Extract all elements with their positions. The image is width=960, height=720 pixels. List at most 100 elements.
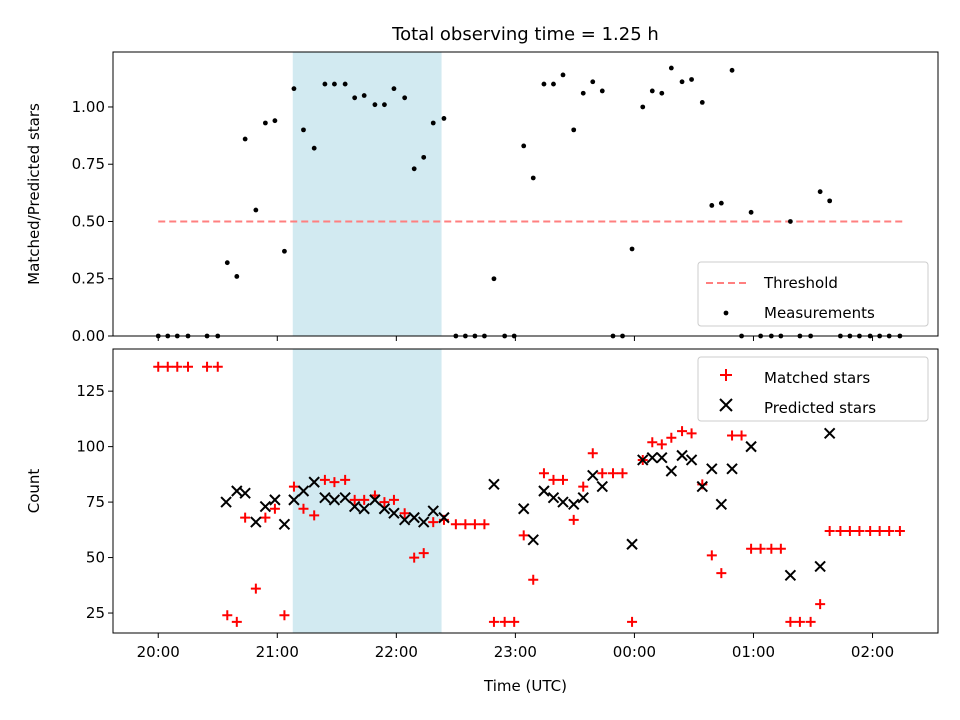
matched-stars-point: [183, 361, 193, 372]
measurement-point: [640, 104, 646, 110]
measurement-point: [234, 274, 240, 279]
matched-stars-point: [329, 477, 340, 488]
predicted-stars-point: [518, 503, 530, 515]
observing-window-span: [292, 52, 442, 336]
predicted-stars-point: [568, 498, 580, 511]
matched-stars-point: [587, 448, 598, 459]
predicted-stars-point: [319, 491, 331, 504]
matched-stars-point: [279, 610, 290, 621]
predicted-stars-point: [278, 518, 291, 530]
y-axis-label: Matched/Predicted stars: [25, 103, 43, 285]
measurement-point: [689, 77, 694, 82]
matched-stars-point: [298, 503, 309, 514]
predicted-stars-point: [427, 505, 439, 517]
matched-stars-point: [518, 530, 529, 541]
measurement-point: [402, 95, 408, 101]
measurement-point: [599, 88, 605, 94]
predicted-stars-point: [596, 480, 608, 493]
y-tick-label: 0.00: [72, 327, 105, 345]
measurement-point: [361, 93, 367, 98]
matched-stars-point: [686, 428, 697, 439]
matched-stars-point: [269, 503, 280, 514]
matched-stars-point: [865, 525, 876, 536]
matched-stars-point: [240, 512, 251, 523]
y-tick-label: 100: [76, 438, 105, 456]
predicted-stars-point: [239, 487, 251, 499]
matched-stars-point: [597, 468, 608, 479]
matched-stars-point: [499, 616, 510, 627]
matched-stars-point: [460, 519, 471, 530]
measurement-point: [551, 81, 556, 87]
predicted-stars-point: [587, 469, 599, 482]
matched-stars-point: [488, 616, 499, 627]
measurement-point: [291, 86, 297, 92]
matched-stars-point: [388, 494, 399, 505]
matched-stars-point: [379, 497, 390, 508]
measurement-point: [541, 81, 547, 87]
measurement-point: [311, 145, 317, 151]
x-tick-label: 01:00: [732, 643, 775, 661]
y-tick-label: 125: [76, 382, 105, 400]
measurement-point: [322, 81, 328, 87]
predicted-stars-point: [358, 503, 370, 515]
matched-stars-point: [288, 481, 299, 492]
predicted-stars-point: [269, 494, 281, 506]
measurement-point: [421, 154, 427, 160]
matched-stars-point: [874, 525, 885, 536]
matched-stars-point: [844, 525, 855, 536]
matched-stars-point: [153, 361, 164, 372]
matched-stars-point: [359, 494, 370, 505]
predicted-stars-point: [665, 465, 678, 477]
predicted-stars-point: [250, 516, 262, 528]
legend-box: [697, 356, 929, 422]
predicted-stars-point: [527, 534, 539, 546]
matched-stars-point: [647, 437, 658, 448]
legend-predicted-swatch: [719, 398, 733, 412]
y-tick-label: 0.50: [72, 212, 105, 230]
x-axis-label: Time (UTC): [483, 677, 567, 695]
predicted-stars-point: [538, 485, 550, 497]
predicted-stars-point: [626, 538, 638, 550]
predicted-stars-point: [398, 514, 411, 526]
predicted-stars-point: [369, 494, 381, 506]
y-tick-label: 1.00: [72, 98, 105, 116]
legend-label: Predicted stars: [764, 399, 876, 417]
matched-stars-point: [222, 610, 233, 621]
measurement-point: [262, 120, 268, 126]
matched-stars-point: [666, 432, 677, 443]
legend-label: Matched stars: [764, 369, 870, 387]
predicted-stars-point: [823, 427, 836, 440]
matched-stars-point: [349, 494, 360, 505]
measurement-point: [709, 203, 715, 208]
matched-stars-point: [727, 430, 738, 441]
matched-stars-point: [399, 508, 410, 519]
matched-stars-point: [509, 616, 520, 627]
top-axes: 0.00 0.25 0.50 0.75 1.00 Matched/Predicted st…: [25, 24, 939, 345]
legend: Threshold Measurements: [697, 261, 929, 327]
matched-stars-point: [805, 616, 816, 627]
x-tick-label: 00:00: [613, 643, 656, 661]
matched-stars-point: [736, 430, 747, 441]
measurement-point: [668, 65, 674, 71]
measurement-point: [718, 200, 724, 206]
observing-window-span: [292, 349, 442, 633]
matched-stars-point: [716, 568, 727, 579]
matched-stars-point: [212, 361, 223, 372]
measurement-point: [817, 189, 823, 195]
matched-stars-point: [854, 525, 865, 536]
predicted-stars-point: [348, 500, 361, 513]
x-tick-label: 23:00: [494, 643, 537, 661]
x-tick-label: 02:00: [851, 643, 894, 661]
matched-stars-point: [450, 519, 461, 530]
measurement-point: [521, 143, 527, 149]
measurement-point: [590, 79, 596, 85]
measurement-point: [441, 116, 447, 121]
matched-stars-point: [260, 512, 271, 523]
matched-stars-point: [706, 550, 717, 561]
matched-stars-point: [202, 361, 213, 372]
matched-stars-point: [250, 583, 261, 594]
legend: Matched stars Predicted stars: [697, 356, 929, 422]
predicted-stars-point: [339, 491, 351, 504]
measurement-point: [372, 102, 378, 108]
matched-stars-point: [162, 361, 173, 372]
